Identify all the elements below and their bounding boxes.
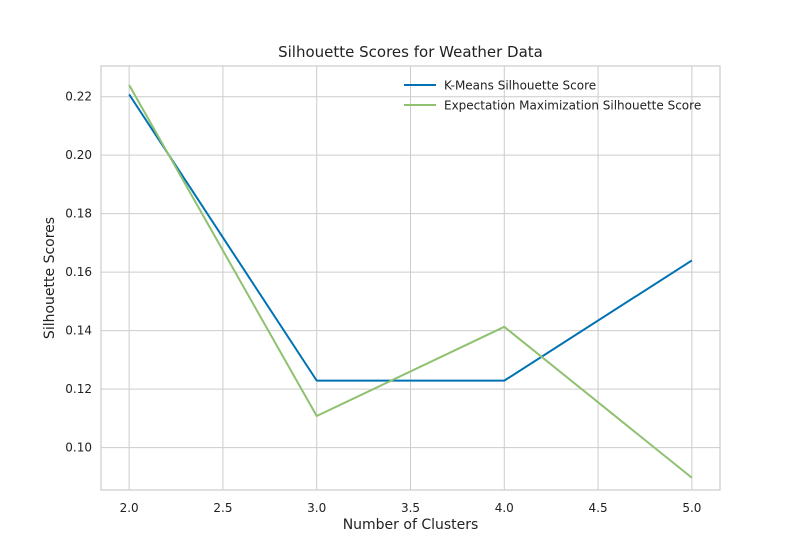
legend-label-em: Expectation Maximization Silhouette Scor…	[444, 99, 701, 113]
legend: K-Means Silhouette Score Expectation Max…	[404, 79, 701, 113]
chart-title: Silhouette Scores for Weather Data	[278, 43, 543, 61]
legend-label-kmeans: K-Means Silhouette Score	[444, 79, 596, 93]
y-tick-label: 0.16	[65, 265, 92, 279]
y-tick-label: 0.10	[65, 441, 92, 455]
y-tick-label: 0.12	[65, 382, 92, 396]
tick-labels: 2.0 2.5 3.0 3.5 4.0 4.5 5.0 0.10 0.12 0.14 0.16 0.1…	[65, 90, 701, 515]
y-tick-label: 0.22	[65, 90, 92, 104]
y-tick-label: 0.20	[65, 148, 92, 162]
series-lines	[128, 84, 693, 479]
x-tick-label: 5.0	[682, 501, 701, 515]
x-tick-label: 3.5	[401, 501, 420, 515]
y-axis-label: Silhouette Scores	[42, 217, 58, 339]
y-tick-label: 0.14	[65, 324, 92, 338]
y-tick-label: 0.18	[65, 207, 92, 221]
x-tick-label: 3.0	[307, 501, 326, 515]
x-tick-label: 2.0	[120, 501, 139, 515]
em-series-line	[128, 84, 693, 479]
kmeans-series-line	[128, 93, 693, 382]
x-axis-label: Number of Clusters	[343, 517, 479, 533]
x-tick-label: 4.5	[589, 501, 608, 515]
grid	[101, 66, 720, 490]
x-tick-label: 4.0	[495, 501, 514, 515]
x-tick-label: 2.5	[213, 501, 232, 515]
